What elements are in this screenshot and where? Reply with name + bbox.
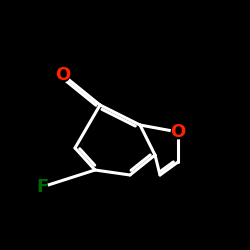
Text: F: F (36, 178, 48, 196)
Circle shape (56, 68, 70, 82)
Circle shape (171, 125, 185, 139)
Text: O: O (170, 123, 186, 141)
Text: O: O (56, 66, 71, 84)
Circle shape (36, 182, 48, 192)
